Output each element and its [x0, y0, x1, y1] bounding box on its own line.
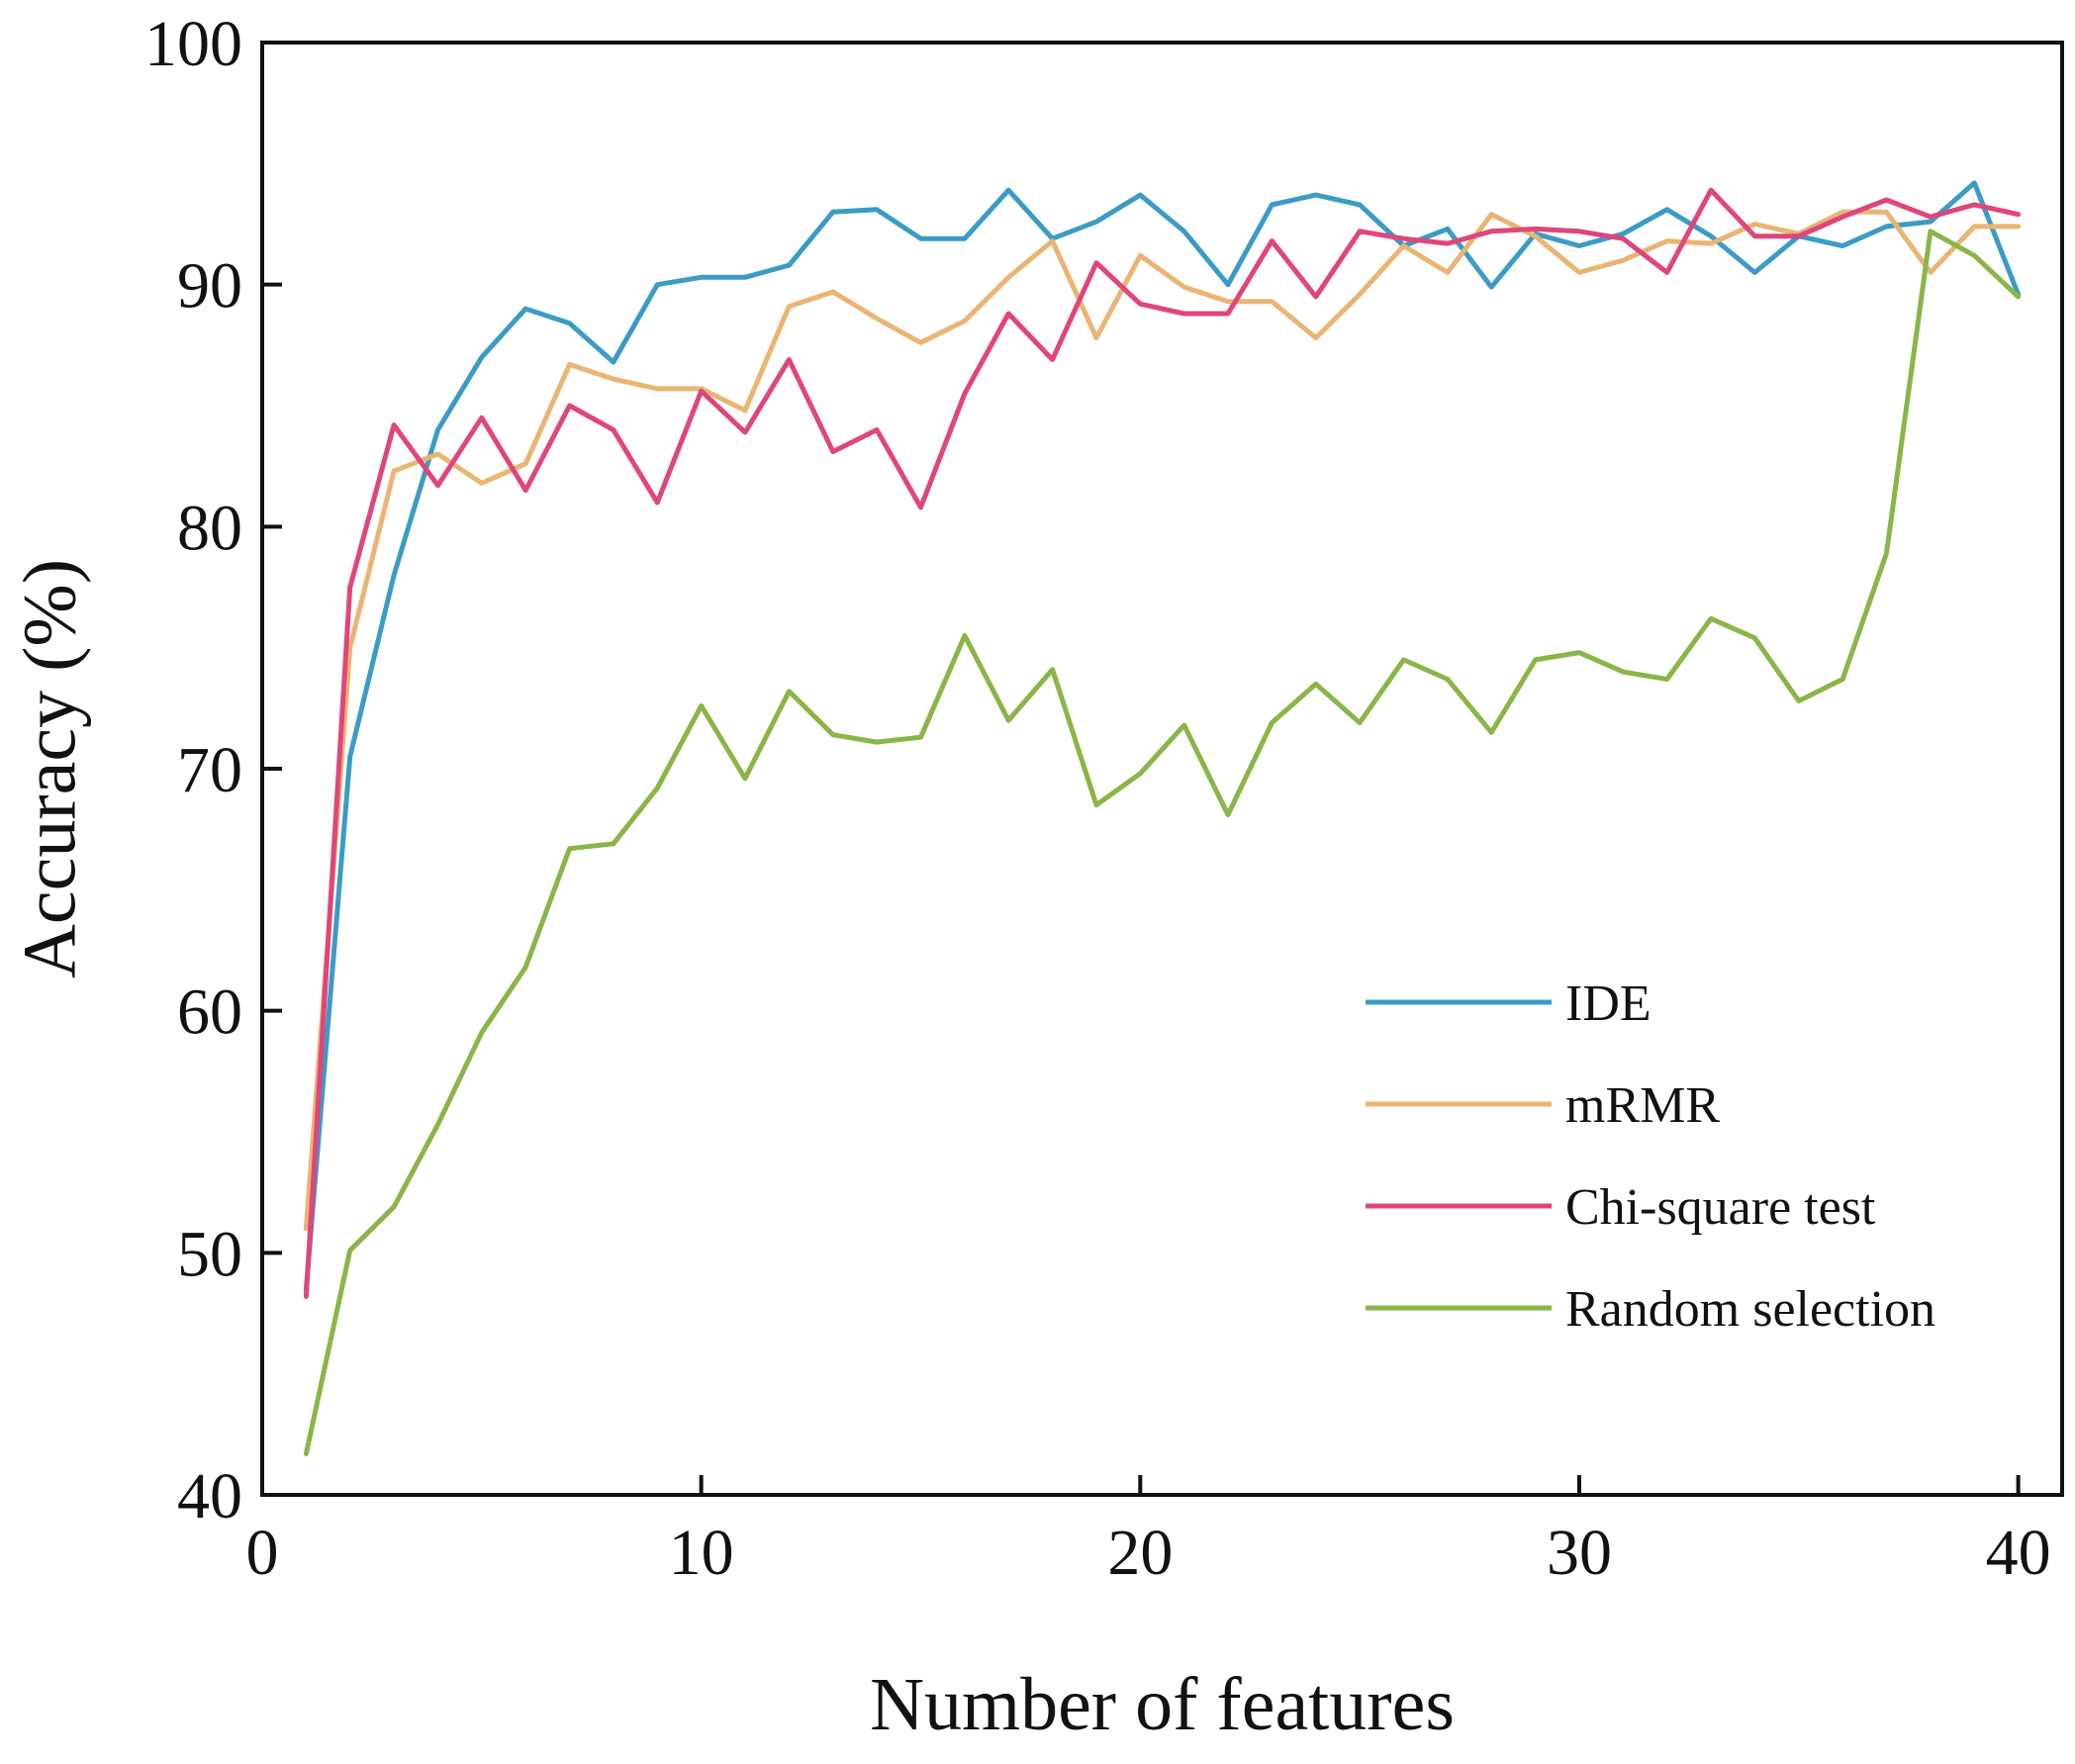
y-axis-title: Accuracy (%) [8, 559, 91, 978]
x-tick-label: 30 [1547, 1517, 1612, 1589]
x-axis-title: Number of features [870, 1663, 1455, 1746]
series-line-mrmr [303, 209, 2022, 1232]
y-tick-label: 80 [177, 492, 242, 564]
axis-ticks: 0 10 20 30 40 40 50 60 70 80 90 100 [144, 8, 2051, 1589]
legend-label-random-selection: Random selection [1565, 1281, 1935, 1338]
y-tick-label: 90 [177, 250, 242, 323]
x-tick-label: 40 [1986, 1517, 2051, 1589]
y-tick-label: 70 [177, 734, 242, 806]
y-tick-label: 50 [177, 1218, 242, 1290]
series-line-chi-square-test [303, 187, 2022, 1299]
plot-area-frame [260, 41, 2064, 1497]
legend-label-mrmr: mRMR [1565, 1077, 1720, 1134]
legend-label-chi-square-test: Chi-square test [1565, 1179, 1876, 1236]
y-tick-label: 40 [177, 1460, 242, 1532]
x-tick-label: 20 [1107, 1517, 1173, 1589]
series-line-random-selection [303, 229, 2022, 1456]
series-line-ide [303, 180, 2022, 1292]
series-layer [303, 180, 2022, 1456]
x-tick-label: 0 [246, 1517, 279, 1589]
y-tick-label: 100 [144, 8, 242, 80]
legend: IDE mRMR Chi-square test Random selection [1366, 975, 1935, 1338]
x-tick-label: 10 [669, 1517, 734, 1589]
y-tick-label: 60 [177, 976, 242, 1049]
legend-label-ide: IDE [1565, 975, 1651, 1032]
